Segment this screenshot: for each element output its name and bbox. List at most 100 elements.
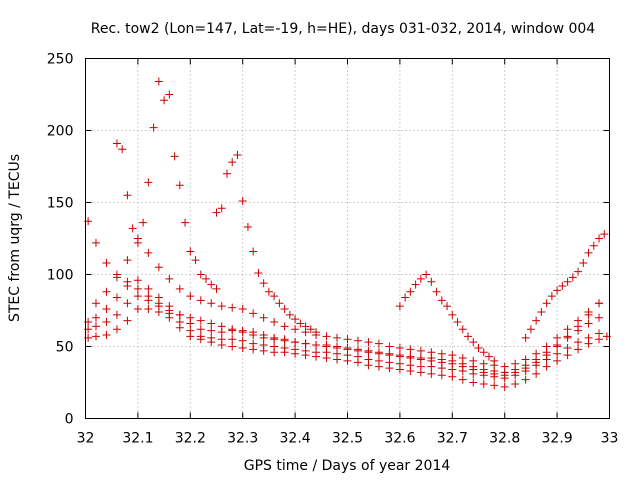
data-point <box>532 316 541 325</box>
data-point <box>249 309 258 318</box>
data-point <box>207 333 216 342</box>
data-point <box>511 379 520 388</box>
data-point <box>437 358 446 367</box>
data-point <box>144 292 153 301</box>
data-point <box>521 355 530 364</box>
data-point <box>212 284 221 293</box>
data-point <box>521 333 530 342</box>
data-point <box>112 310 121 319</box>
data-point <box>270 335 279 344</box>
data-point <box>333 333 342 342</box>
data-point <box>291 345 300 354</box>
y-tick-labels: 0 50 100 150 200 250 <box>47 52 74 428</box>
x-tick-labels: 32 32.1 32.2 32.3 32.4 32.5 32.6 32.7 32.8 32.9 33 <box>77 431 619 447</box>
data-point <box>165 306 174 315</box>
data-point <box>91 313 100 322</box>
data-point <box>112 325 121 334</box>
data-point <box>574 322 583 331</box>
data-point <box>448 310 457 319</box>
data-point <box>291 338 300 347</box>
data-point <box>574 338 583 347</box>
data-point <box>291 325 300 334</box>
data-point <box>243 222 252 231</box>
data-point <box>427 356 436 365</box>
x-tick-label: 32.3 <box>227 431 258 447</box>
data-point <box>270 318 279 327</box>
data-point <box>91 299 100 308</box>
data-point <box>133 234 142 243</box>
data-point <box>353 336 362 345</box>
data-point <box>249 247 258 256</box>
data-point <box>437 296 446 305</box>
data-point <box>191 256 200 265</box>
data-point <box>542 351 551 360</box>
data-point <box>579 258 588 267</box>
data-point <box>207 280 216 289</box>
data-point <box>479 359 488 368</box>
series-arc-h <box>395 270 499 365</box>
axis-ticks <box>85 58 610 419</box>
data-point <box>249 339 258 348</box>
data-point <box>144 248 153 257</box>
data-point <box>123 256 132 265</box>
data-point <box>406 287 415 296</box>
y-tick-label: 100 <box>47 268 74 284</box>
data-point <box>584 248 593 257</box>
data-point <box>217 204 226 213</box>
data-point <box>249 330 258 339</box>
data-point <box>128 224 137 233</box>
data-point <box>500 371 509 380</box>
data-point <box>469 378 478 387</box>
data-point <box>133 305 142 314</box>
data-point <box>474 343 483 352</box>
data-point <box>144 284 153 293</box>
y-tick-label: 50 <box>56 340 74 356</box>
data-point <box>212 208 221 217</box>
data-point <box>416 355 425 364</box>
data-point <box>91 238 100 247</box>
data-point <box>416 362 425 371</box>
data-point <box>395 302 404 311</box>
data-point <box>469 365 478 374</box>
data-point <box>589 241 598 250</box>
data-point <box>123 277 132 286</box>
data-point <box>416 274 425 283</box>
data-point <box>574 345 583 354</box>
data-point <box>285 310 294 319</box>
data-point <box>102 287 111 296</box>
data-point <box>395 359 404 368</box>
data-point <box>333 343 342 352</box>
data-point <box>312 348 321 357</box>
series-arc-e <box>84 217 604 380</box>
data-point <box>280 305 289 314</box>
data-point <box>123 299 132 308</box>
data-point <box>406 361 415 370</box>
data-point <box>228 303 237 312</box>
data-point <box>275 299 284 308</box>
data-point <box>112 293 121 302</box>
data-point <box>427 348 436 357</box>
data-point <box>385 358 394 367</box>
data-point <box>291 315 300 324</box>
data-point <box>207 319 216 328</box>
data-point <box>228 158 237 167</box>
data-point <box>458 362 467 371</box>
data-point <box>233 150 242 159</box>
data-point <box>437 371 446 380</box>
data-point <box>280 322 289 331</box>
data-point <box>427 277 436 286</box>
data-point <box>133 284 142 293</box>
data-point <box>296 319 305 328</box>
y-tick-label: 0 <box>65 412 74 428</box>
data-point <box>228 342 237 351</box>
data-point <box>526 325 535 334</box>
data-point <box>154 263 163 272</box>
data-point <box>264 287 273 296</box>
data-point <box>123 316 132 325</box>
data-point <box>301 346 310 355</box>
data-point <box>144 305 153 314</box>
data-point <box>254 269 263 278</box>
data-point <box>553 349 562 358</box>
data-point <box>301 339 310 348</box>
data-point <box>102 305 111 314</box>
